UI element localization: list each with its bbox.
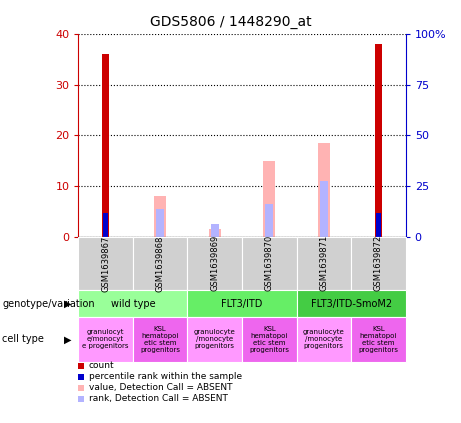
Bar xyxy=(209,229,221,237)
Bar xyxy=(211,224,219,237)
Bar xyxy=(156,209,164,237)
Text: wild type: wild type xyxy=(111,299,155,308)
Text: KSL
hematopoi
etic stem
progenitors: KSL hematopoi etic stem progenitors xyxy=(358,326,398,353)
Bar xyxy=(263,161,275,237)
Text: GDS5806 / 1448290_at: GDS5806 / 1448290_at xyxy=(150,15,311,29)
Text: granulocyte
/monocyte
progenitors: granulocyte /monocyte progenitors xyxy=(194,330,236,349)
Bar xyxy=(375,44,382,237)
Text: count: count xyxy=(89,361,115,371)
Text: GSM1639867: GSM1639867 xyxy=(101,235,110,291)
Text: KSL
hematopoi
etic stem
progenitors: KSL hematopoi etic stem progenitors xyxy=(140,326,180,353)
Text: percentile rank within the sample: percentile rank within the sample xyxy=(89,372,242,382)
Bar xyxy=(103,212,108,237)
Text: KSL
hematopoi
etic stem
progenitors: KSL hematopoi etic stem progenitors xyxy=(249,326,290,353)
Bar xyxy=(320,181,328,237)
Bar xyxy=(376,212,381,237)
Bar xyxy=(154,196,166,237)
Text: GSM1639868: GSM1639868 xyxy=(156,235,165,291)
Text: GSM1639871: GSM1639871 xyxy=(319,235,328,291)
Text: genotype/variation: genotype/variation xyxy=(2,299,95,308)
Bar xyxy=(266,204,273,237)
Text: rank, Detection Call = ABSENT: rank, Detection Call = ABSENT xyxy=(89,394,228,404)
Text: FLT3/ITD: FLT3/ITD xyxy=(221,299,263,308)
Text: granulocyte
/monocyte
progenitors: granulocyte /monocyte progenitors xyxy=(303,330,345,349)
Text: GSM1639870: GSM1639870 xyxy=(265,235,274,291)
Text: GSM1639869: GSM1639869 xyxy=(210,235,219,291)
Text: granulocyt
e/monocyt
e progenitors: granulocyt e/monocyt e progenitors xyxy=(83,330,129,349)
Bar xyxy=(102,54,109,237)
Text: value, Detection Call = ABSENT: value, Detection Call = ABSENT xyxy=(89,383,232,393)
Text: cell type: cell type xyxy=(2,335,44,344)
Text: GSM1639872: GSM1639872 xyxy=(374,235,383,291)
Text: ▶: ▶ xyxy=(64,335,71,344)
Text: FLT3/ITD-SmoM2: FLT3/ITD-SmoM2 xyxy=(311,299,392,308)
Text: ▶: ▶ xyxy=(64,299,71,308)
Bar xyxy=(318,143,330,237)
